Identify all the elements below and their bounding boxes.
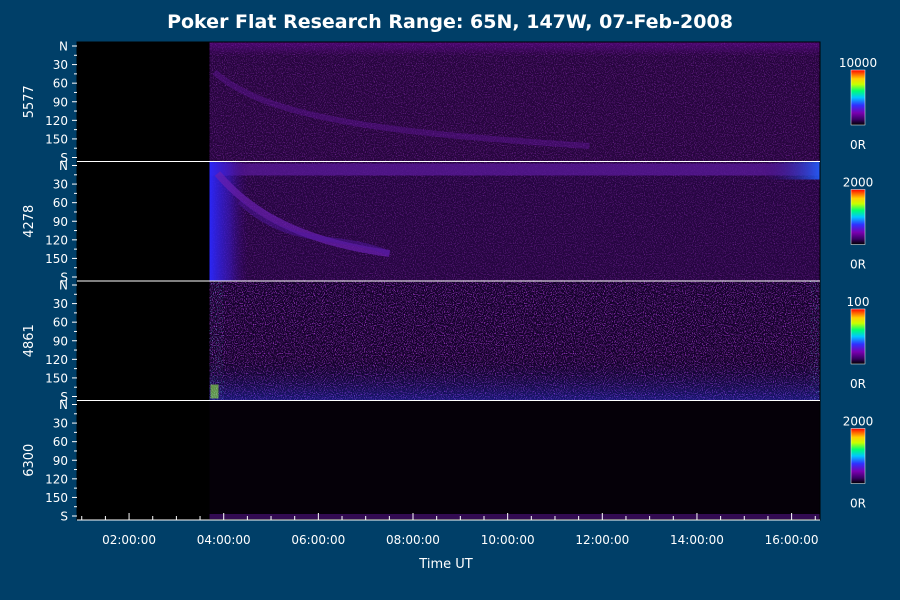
x-tick-label: 16:00:00 — [765, 533, 819, 547]
colorbars-group: 10000 0R 2000 0R 100 0R 2000 0R — [839, 56, 877, 511]
panel-4278: N 30 60 90 120 150 S 4278 — [22, 159, 821, 285]
emission-noise — [209, 161, 821, 281]
y-tick-label: N — [59, 398, 68, 412]
x-axis: 02:00:00 04:00:00 06:00:00 08:00:00 10:00:00… — [77, 513, 820, 547]
y-tick-label: 90 — [53, 95, 68, 109]
y-tick-label: 120 — [45, 114, 68, 128]
emission-start-peak — [210, 384, 219, 399]
y-tick-label: 120 — [45, 353, 68, 367]
colorbar-min-label: 0R — [850, 258, 866, 272]
emission-arc — [212, 69, 590, 149]
y-tick-label: 90 — [53, 454, 68, 468]
panel-5577: N 30 60 90 120 150 S 5577 — [22, 40, 821, 165]
emission-arc-secondary — [237, 199, 391, 256]
colorbar-5577: 10000 0R — [839, 56, 877, 152]
x-tick-label: 04:00:00 — [197, 533, 251, 547]
panel-4861: N 30 60 90 120 150 S 4861 — [22, 279, 821, 404]
y-tick-label: 60 — [53, 196, 68, 210]
panel-label: 6300 — [22, 444, 37, 477]
x-tick-label: 06:00:00 — [291, 533, 345, 547]
colorbar-scale — [850, 69, 866, 126]
panels-group: N 30 60 90 120 150 S 5577 N 30 60 90 120 150 S 4278 N 30 6… — [22, 40, 821, 524]
y-tick-label: N — [59, 279, 68, 293]
colorbar-max-label: 100 — [847, 295, 870, 309]
y-tick-label: 150 — [45, 371, 68, 385]
emission-arc — [214, 171, 390, 257]
y-tick-label: S — [60, 151, 68, 165]
emission-burst — [209, 161, 250, 281]
x-axis-label: Time UT — [418, 557, 472, 572]
emission-end-speckle — [810, 281, 820, 401]
panel-label: 5577 — [22, 85, 37, 118]
emission-north-edge — [209, 42, 821, 56]
emission-south-glow — [209, 352, 821, 401]
colorbar-4278: 2000 0R — [843, 176, 874, 272]
y-tick-label: 150 — [45, 491, 68, 505]
y-tick-label: 90 — [53, 215, 68, 229]
y-tick-label: 30 — [53, 297, 68, 311]
colorbar-min-label: 0R — [850, 377, 866, 391]
colorbar-max-label: 10000 — [839, 56, 877, 70]
panel-label: 4278 — [22, 205, 37, 238]
colorbar-max-label: 2000 — [843, 415, 874, 429]
y-tick-label: 120 — [45, 233, 68, 247]
y-tick-label: 150 — [45, 252, 68, 266]
y-tick-label: N — [59, 40, 68, 54]
x-tick-label: 02:00:00 — [102, 533, 156, 547]
panel-6300: N 30 60 90 120 150 S 6300 — [22, 398, 821, 524]
y-tick-label: 30 — [53, 178, 68, 192]
y-tick-label: S — [60, 390, 68, 404]
y-tick-label: 60 — [53, 316, 68, 330]
emission-south-edge — [209, 514, 821, 519]
colorbar-scale — [850, 189, 866, 245]
y-tick-label: S — [60, 271, 68, 285]
y-tick-label: 60 — [53, 435, 68, 449]
colorbar-min-label: 0R — [850, 138, 866, 152]
x-tick-label: 10:00:00 — [481, 533, 535, 547]
y-tick-label: 60 — [53, 77, 68, 91]
colorbar-scale — [850, 308, 866, 365]
emission-diffuse — [209, 400, 821, 520]
y-tick-label: S — [60, 510, 68, 524]
panel-label: 4861 — [22, 324, 37, 357]
colorbar-max-label: 2000 — [843, 176, 874, 190]
chart-title: Poker Flat Research Range: 65N, 147W, 07… — [167, 11, 733, 33]
colorbar-4861: 100 0R — [847, 295, 870, 391]
y-tick-label: 30 — [53, 58, 68, 72]
y-tick-label: N — [59, 159, 68, 173]
y-tick-label: 120 — [45, 472, 68, 486]
x-tick-label: 08:00:00 — [386, 533, 440, 547]
emission-start-speckle — [209, 281, 224, 401]
x-tick-label: 14:00:00 — [670, 533, 724, 547]
emission-late-north — [760, 161, 820, 180]
y-tick-label: 150 — [45, 132, 68, 146]
y-tick-label: 90 — [53, 334, 68, 348]
colorbar-scale — [850, 428, 866, 484]
y-tick-label: 30 — [53, 417, 68, 431]
x-tick-label: 12:00:00 — [575, 533, 629, 547]
colorbar-6300: 2000 0R — [843, 415, 874, 511]
colorbar-min-label: 0R — [850, 497, 866, 511]
emission-north-band — [209, 163, 821, 176]
